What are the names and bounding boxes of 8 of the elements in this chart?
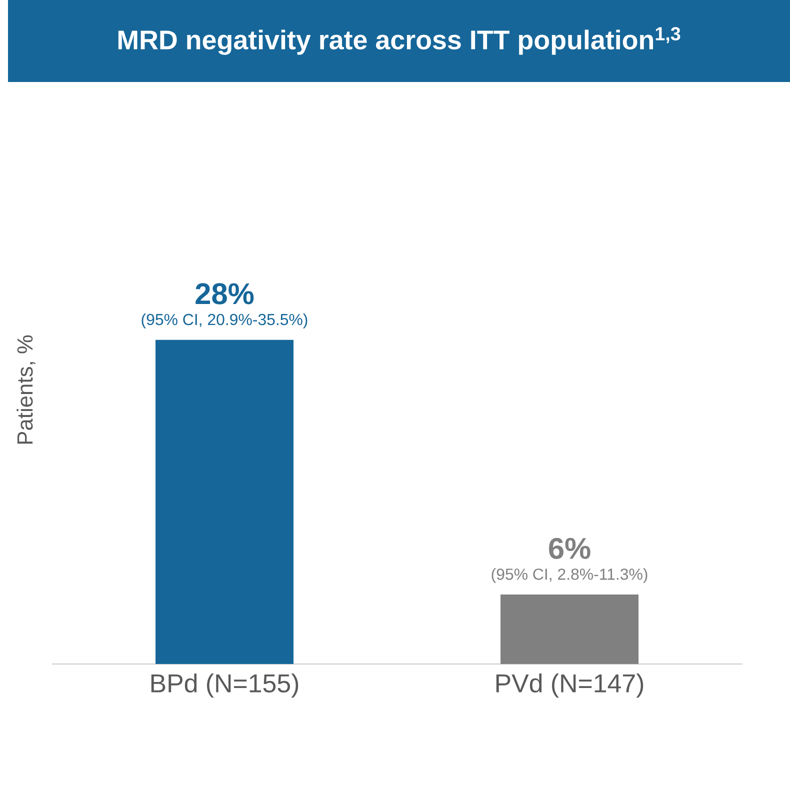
chart-title: MRD negativity rate across ITT population$^{1,3}$ — [118, 27, 680, 55]
x-tick-label: BPd (N=155) — [151, 674, 298, 698]
x-tick-label: PVd (N=147) — [496, 674, 644, 698]
annotation: (95% CI, 2.8%-11.3%) — [492, 568, 648, 584]
y-axis-title: Patients, % — [16, 335, 36, 444]
annotation: (95% CI, 20.9%-35.5%) — [142, 313, 308, 328]
data-label: 6% — [549, 538, 590, 560]
data-label: 28% — [196, 283, 254, 304]
